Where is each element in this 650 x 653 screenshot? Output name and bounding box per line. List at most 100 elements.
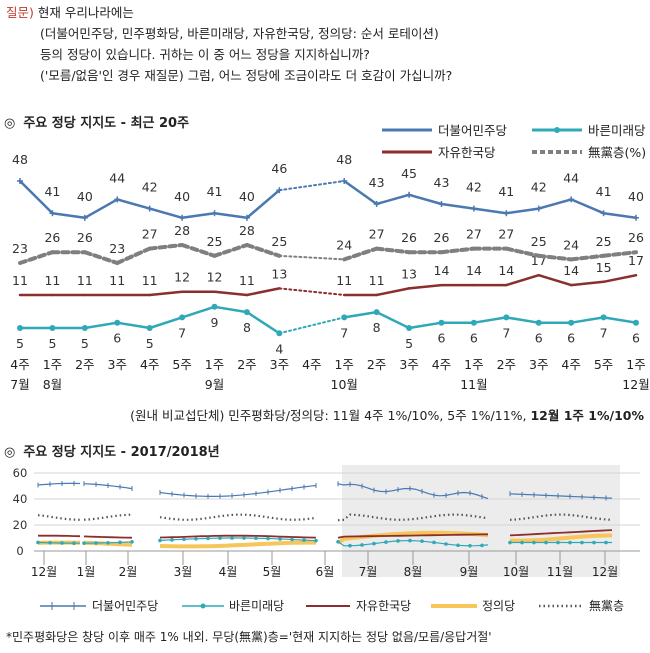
question-text: 질문) 현재 우리나라에는 (더불어민주당, 민주평화당, 바른미래당, 자유한… — [6, 2, 452, 86]
legend1-label-mudang: 無黨층(%) — [588, 145, 646, 160]
x-tick-label: 1주 — [43, 357, 62, 372]
series-0-data-label: 41 — [207, 184, 223, 199]
x-tick-label: 1주 — [205, 357, 224, 372]
series-1-data-label: 6 — [470, 331, 478, 346]
series-1-data-label: 6 — [535, 331, 543, 346]
series-1-marker — [182, 537, 186, 542]
question-line-1: 현재 우리나라에는 — [37, 5, 134, 20]
series-1-marker — [444, 542, 448, 546]
series-1-point — [438, 319, 445, 326]
x-tick-label: 1월 — [77, 565, 96, 579]
series-1-data-label: 8 — [243, 320, 251, 335]
series-1-segment — [245, 310, 281, 335]
series-0-data-label: 43 — [369, 175, 385, 190]
series-1-marker — [544, 540, 548, 545]
series-0-data-label: 45 — [401, 166, 417, 181]
series-1-marker — [290, 537, 294, 542]
section1-title: ◎ 주요 정당 지지도 - 최근 20주 — [4, 112, 189, 131]
section1-marker: ◎ — [4, 116, 16, 131]
series-0-point — [406, 191, 413, 198]
series-1-marker — [372, 541, 376, 546]
series-0-segment — [116, 198, 151, 210]
series-3-data-label: 27 — [369, 227, 385, 242]
series-0-point — [146, 205, 153, 212]
series-1-point — [276, 330, 283, 337]
series-1-marker — [456, 543, 460, 548]
series-1-marker — [130, 540, 134, 544]
series-2-trace — [509, 529, 613, 537]
series-0-point — [81, 214, 88, 221]
series-1-segment — [148, 316, 184, 330]
legend1-label-bareun: 바른미래당 — [588, 123, 646, 138]
series-0-segment — [213, 211, 249, 220]
series-0-point — [179, 214, 186, 221]
series-3-data-label: 23 — [109, 241, 125, 256]
series-1-point — [243, 309, 250, 316]
series-2-data-label: 14 — [563, 263, 579, 278]
x-tick-label: 7월 — [359, 565, 378, 579]
series-1-segment — [278, 316, 346, 335]
series-4-trace — [83, 513, 133, 521]
x-month-label: 9월 — [205, 377, 224, 392]
series-3-data-label: 28 — [174, 223, 190, 238]
series-2-data-label: 15 — [596, 260, 612, 275]
x-tick-label: 4주 — [561, 357, 580, 372]
series-0-trace — [509, 493, 613, 499]
footnote-normal: (원내 비교섭단체) 민주평화당/정의당: 11월 4주 1%/10%, 5주 … — [130, 408, 531, 423]
series-1-marker — [420, 539, 424, 543]
x-tick-label: 1주 — [626, 357, 645, 372]
series-2-segment — [375, 287, 411, 297]
series-2-trace — [38, 534, 81, 538]
series-3-data-label: 25 — [596, 234, 612, 249]
question-line-2: (더불어민주당, 민주평화당, 바른미래당, 자유한국당, 정의당: 순서 로테… — [40, 26, 439, 41]
series-3-segment — [180, 243, 217, 258]
x-tick-label: 3주 — [399, 357, 418, 372]
series-3-data-label: 23 — [12, 241, 28, 256]
series-1-point — [600, 314, 607, 321]
series-3-segment — [147, 243, 185, 251]
series-0-data-label: 42 — [142, 180, 158, 195]
series-1-segment — [569, 316, 605, 324]
footnote-bottom: *민주평화당은 창당 이후 매주 1% 내외. 무당(無黨)층='현재 지지하는… — [6, 630, 492, 644]
series-3-data-label: 26 — [434, 230, 450, 245]
series-1-segment — [213, 305, 249, 314]
series-1-marker — [106, 540, 110, 545]
series-1-marker — [48, 540, 52, 545]
series-1-marker — [60, 541, 64, 545]
series-1-marker — [230, 536, 234, 540]
series-0-segment — [278, 180, 346, 192]
series-0-data-label: 41 — [44, 184, 60, 199]
series-1-data-label: 7 — [600, 325, 608, 340]
series-4-trace — [509, 513, 613, 521]
series-1-marker — [94, 541, 98, 545]
series-0-segment — [83, 198, 119, 220]
series-3-segment — [115, 246, 152, 265]
x-tick-label: 3월 — [174, 565, 193, 579]
series-2-data-label: 12 — [207, 270, 223, 285]
series-1-data-label: 6 — [567, 331, 575, 346]
series-2-data-label: 17 — [628, 253, 644, 268]
series-1-point — [406, 325, 413, 331]
series-3-data-label: 26 — [401, 230, 417, 245]
series-2-trace — [337, 533, 489, 539]
series-0-data-label: 42 — [466, 180, 482, 195]
series-0-data-label: 44 — [109, 170, 125, 185]
x-tick-label: 2월 — [119, 565, 138, 579]
series-0-segment — [342, 179, 378, 206]
x-month-label: 11월 — [460, 377, 487, 392]
series-0-segment — [505, 207, 540, 215]
series-3-segment — [342, 246, 379, 262]
series-4-trace — [37, 514, 81, 521]
series-0-point — [633, 214, 639, 221]
series-1-data-label: 5 — [16, 336, 24, 351]
series-3-data-label: 27 — [466, 227, 482, 242]
series-1-marker — [194, 536, 198, 541]
y-tick-label: 60 — [13, 466, 28, 480]
x-tick-label: 10월 — [503, 565, 529, 579]
legend1-label-jayu: 자유한국당 — [438, 145, 496, 160]
x-tick-label: 4주 — [432, 357, 451, 372]
series-3-segment — [536, 253, 574, 262]
series-3-segment — [569, 253, 606, 262]
series-0-point — [49, 210, 56, 217]
x-tick-label: 6월 — [316, 565, 335, 579]
